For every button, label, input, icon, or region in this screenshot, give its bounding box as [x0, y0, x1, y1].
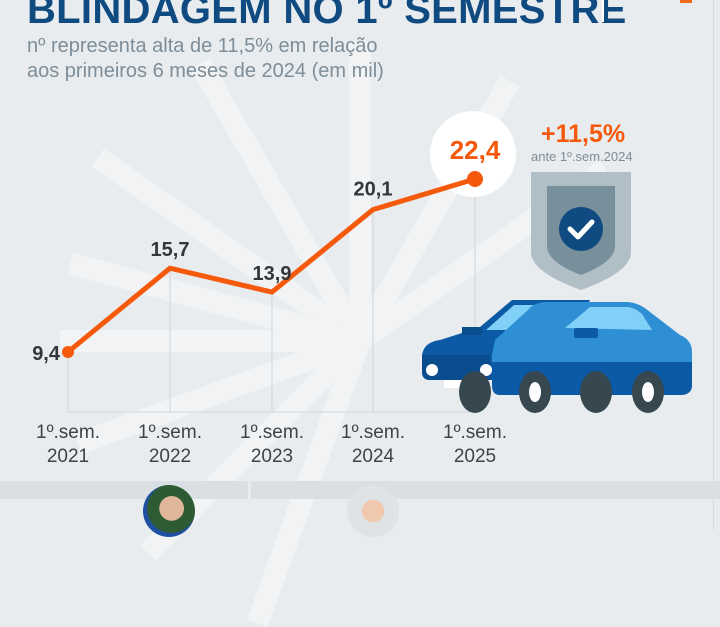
x-tick-year: 2024 [352, 446, 395, 467]
last-point-highlight [430, 111, 516, 197]
drop-lines [67, 179, 476, 412]
value-label: 13,9 [253, 263, 292, 285]
value-label: 9,4 [32, 343, 61, 365]
value-label: 22,4 [450, 135, 501, 165]
divider [602, 0, 604, 22]
series-line [66, 176, 476, 354]
x-tick-label: 1º.sem. [240, 422, 304, 443]
brand-logo-icon [680, 0, 692, 3]
term-band-bolsonaro [0, 481, 248, 499]
x-tick-year: 2023 [251, 446, 293, 467]
edge-divider [713, 0, 714, 530]
x-tick-year: 2021 [47, 446, 89, 467]
x-tick-label: 1º.sem. [443, 422, 507, 443]
subtitle-line-2: aos primeiros 6 meses de 2024 (em mil) [27, 60, 384, 82]
subtitle: nº representa alta de 11,5% em relação a… [27, 34, 384, 84]
term-band-lula [251, 481, 720, 499]
value-label: 15,7 [151, 239, 190, 261]
subtitle-line-1: nº representa alta de 11,5% em relação [27, 35, 378, 57]
page-title: BLINDAGEM NO 1º SEMESTRE [27, 0, 627, 32]
avatar-bolsonaro [143, 485, 195, 537]
car-icon [422, 300, 692, 413]
line-chart: 9,4 15,7 13,9 20,1 22,4 1º.sem. 1º.sem. … [32, 111, 692, 467]
data-point [467, 171, 483, 187]
x-tick-label: 1º.sem. [138, 422, 202, 443]
x-tick-label: 1º.sem. [36, 422, 100, 443]
change-note: ante 1º.sem.2024 [531, 149, 633, 164]
data-point [62, 346, 74, 358]
x-tick-year: 2022 [149, 446, 191, 467]
x-tick-year: 2025 [454, 446, 496, 467]
change-percentage: +11,5% [541, 120, 626, 148]
value-label: 20,1 [354, 179, 393, 201]
x-tick-label: 1º.sem. [341, 422, 405, 443]
shield-check-icon [531, 172, 631, 290]
avatar-lula [347, 485, 399, 537]
